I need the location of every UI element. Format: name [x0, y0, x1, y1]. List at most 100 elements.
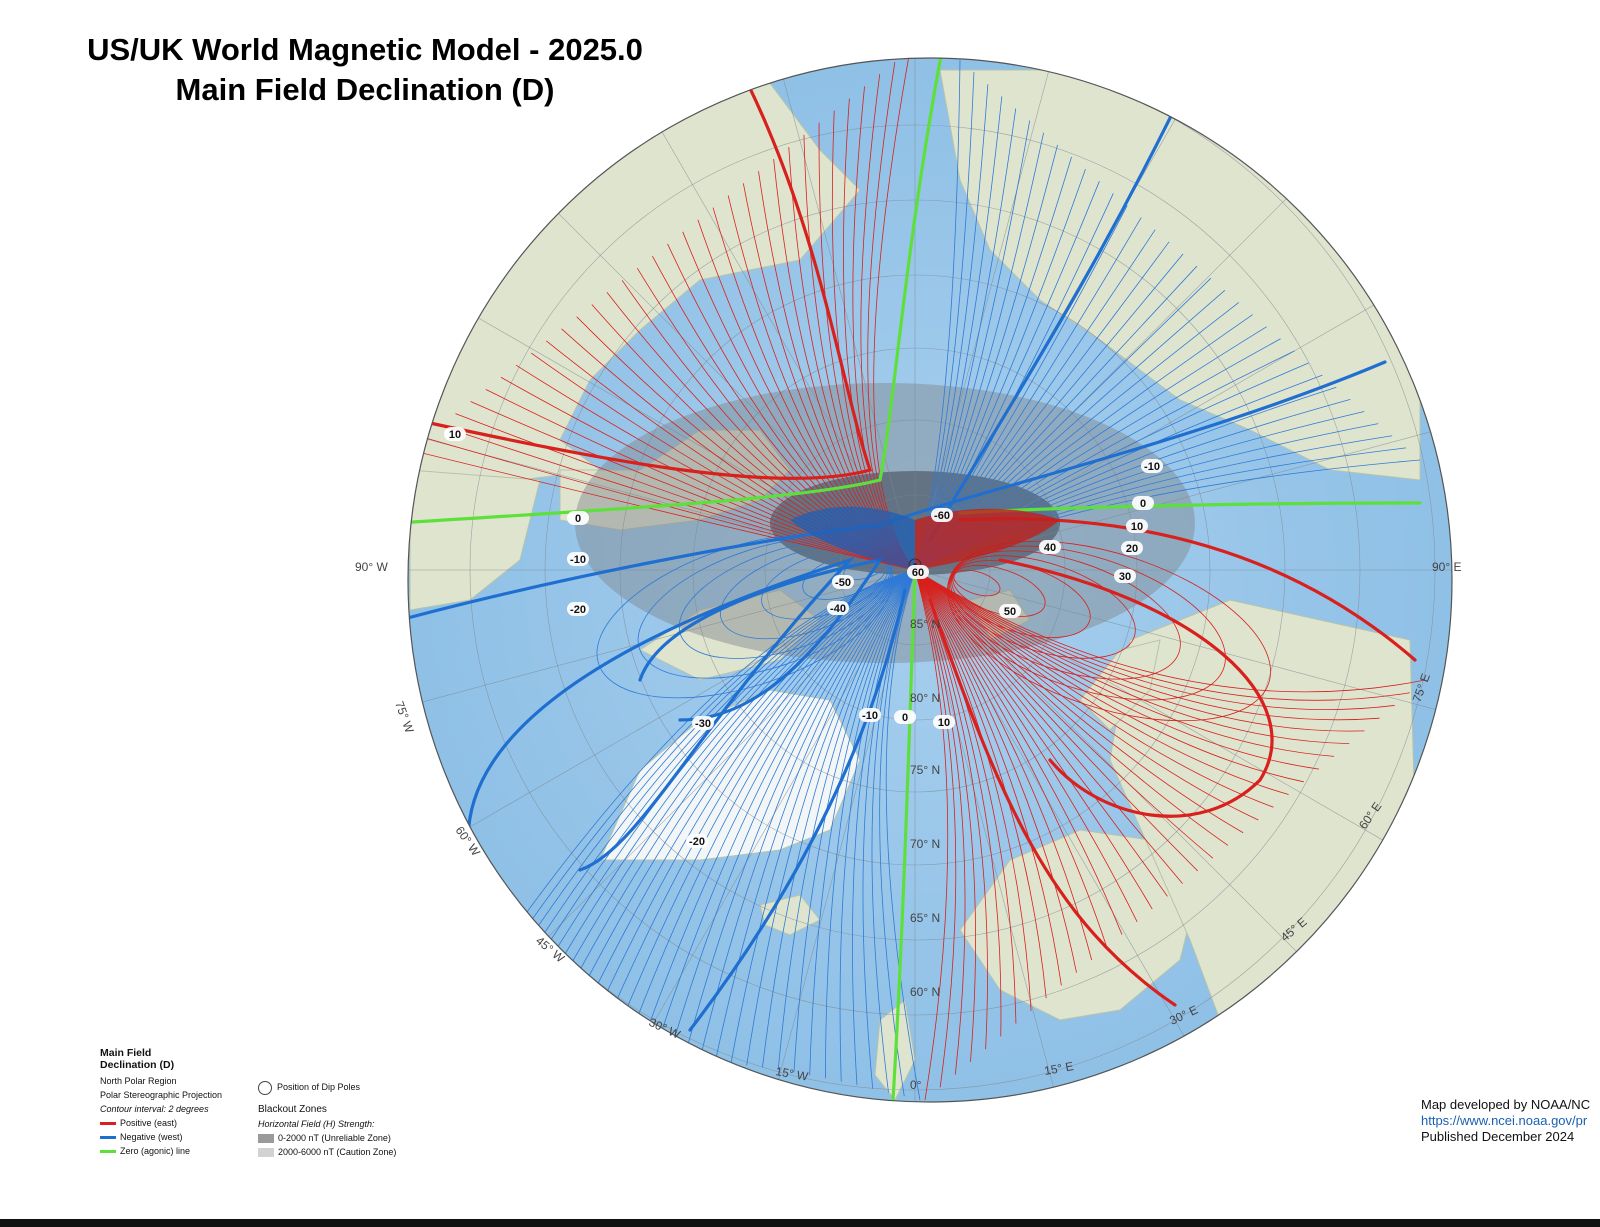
contour-label-bg [692, 716, 714, 730]
map-boundary [407, 57, 1453, 1103]
positive-contour [914, 569, 1229, 846]
legend-positive-label: Positive (east) [120, 1118, 178, 1128]
negative-contour [793, 569, 916, 1073]
contour-label: 60 [912, 567, 924, 579]
credits-line-3: Published December 2024 [1421, 1129, 1575, 1144]
latitude-label: 75° N [910, 763, 940, 777]
positive-contour [914, 569, 1077, 973]
meridian-line [614, 569, 916, 1090]
positive-contour [914, 569, 1274, 808]
negative-contour [885, 569, 921, 1101]
legend-item-negative: Negative (west) [100, 1130, 270, 1144]
positive-contour [914, 569, 1365, 732]
negative-contour [683, 569, 916, 1061]
positive-contour [914, 569, 988, 1050]
negative-contour [746, 569, 916, 1066]
contour-label: 30 [1119, 571, 1131, 583]
contour-label-bg [907, 565, 929, 579]
positive-10-contour [414, 76, 873, 480]
positive-contour [914, 569, 1380, 721]
positive-loop [949, 550, 1181, 680]
contour-label: 40 [1044, 542, 1056, 554]
legend-zones: Position of Dip Poles Blackout Zones Hor… [258, 1080, 448, 1159]
positive-contour [914, 569, 1168, 897]
positive-20-contour [998, 558, 1274, 818]
positive-contour [409, 449, 916, 571]
contour-label: 10 [938, 717, 950, 729]
contour-labels: 10 0 -10 -20 -60 60 -50 -40 -30 -10 0 10 -20 -10 0 10 20… [444, 427, 1163, 848]
graticule [408, 58, 1452, 1102]
positive-loop [953, 569, 1001, 597]
positive-contour [425, 437, 916, 571]
negative-contour [557, 569, 916, 1068]
negative-10-south [688, 588, 907, 1032]
contour-label: 20 [1126, 543, 1138, 555]
longitude-label: 15° W [774, 1064, 809, 1084]
contour-label: -10 [570, 554, 586, 566]
negative-20-contour [466, 556, 856, 872]
contour-label-bg [567, 511, 589, 525]
negative-swatch [100, 1136, 116, 1140]
legend-blackout-title: Blackout Zones [258, 1103, 327, 1115]
latitude-label: 85° N [910, 617, 940, 631]
positive-contour [914, 569, 1199, 872]
negative-contour [762, 569, 916, 1068]
zero-swatch [100, 1150, 116, 1154]
contour-label: -60 [934, 510, 950, 522]
agonic-line-south [891, 573, 917, 1102]
title-line-1: US/UK World Magnetic Model - 2025.0 [87, 32, 643, 67]
positive-contour [914, 569, 1153, 910]
contour-label-bg [1126, 519, 1148, 533]
positive-contour [914, 569, 1108, 948]
positive-loop [950, 555, 1136, 659]
credits-url[interactable]: https://www.ncei.noaa.gov/pr [1421, 1113, 1588, 1128]
contour-label-bg [686, 834, 708, 848]
legend-zero-label: Zero (agonic) line [120, 1146, 191, 1156]
positive-contour [914, 569, 957, 1088]
legend-item-zero: Zero (agonic) line [100, 1144, 270, 1158]
positive-contour [914, 569, 1183, 884]
legend-item-positive: Positive (east) [100, 1116, 270, 1130]
positive-contour [914, 569, 1259, 821]
negative-contour [604, 569, 916, 1063]
longitude-label: 90° E [1432, 560, 1461, 574]
negative-contour [541, 569, 916, 1070]
positive-contour [914, 569, 1350, 745]
contour-label: -40 [830, 603, 846, 615]
negative-contour [588, 569, 916, 1064]
positive-contour [914, 569, 1214, 859]
contour-label-bg [999, 604, 1021, 618]
contour-label-bg [933, 715, 955, 729]
negative-contour [839, 569, 916, 1082]
contour-label: 10 [1131, 521, 1143, 533]
contour-label: 10 [449, 429, 461, 441]
positive-contour [914, 569, 1138, 922]
negative-contour [825, 569, 916, 1079]
legend-heading-2: Declination (D) [100, 1059, 175, 1071]
meridian-line [759, 569, 916, 1102]
positive-swatch [100, 1122, 116, 1126]
longitude-label: 0° [910, 1078, 922, 1092]
negative-contour [525, 569, 916, 1073]
contour-label-bg [567, 552, 589, 566]
legend-negative-label: Negative (west) [120, 1132, 183, 1142]
legend-region: North Polar Region [100, 1076, 177, 1086]
dip-pole-icon [258, 1080, 272, 1095]
longitude-label: 75° W [392, 699, 417, 735]
longitude-label: 90° W [355, 560, 388, 574]
contour-label: 0 [575, 513, 581, 525]
longitude-label: 15° E [1043, 1059, 1074, 1078]
legend-zone1-label: 0-2000 nT (Unreliable Zone) [278, 1132, 391, 1143]
legend-item-caution: 2000-6000 nT (Caution Zone) [258, 1145, 448, 1159]
contour-label-bg [567, 602, 589, 616]
contour-label: -10 [1144, 461, 1160, 473]
positive-contour [914, 569, 1289, 795]
contour-label: 50 [1004, 606, 1016, 618]
meridian-line [914, 569, 1216, 1090]
negative-contour [777, 569, 916, 1070]
positive-contour [914, 569, 1123, 935]
contour-label: -50 [835, 577, 851, 589]
positive-contour [914, 569, 1395, 710]
negative-contour [852, 569, 916, 1086]
